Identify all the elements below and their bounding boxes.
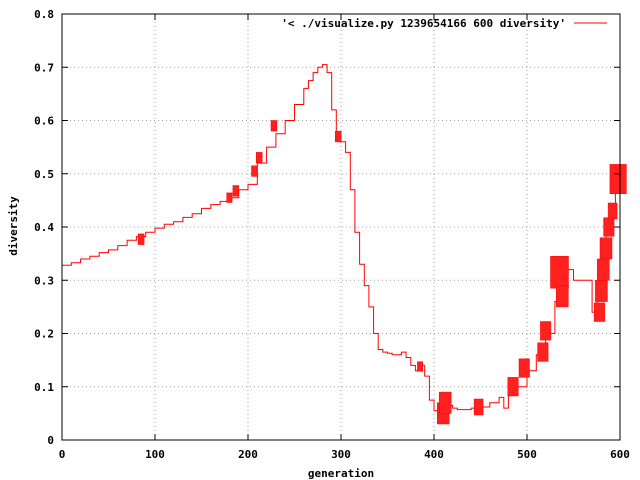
- variance-block: [609, 164, 627, 194]
- tick-marks: [61, 13, 621, 441]
- variance-block: [137, 233, 145, 245]
- x-tick-label: 200: [238, 448, 258, 461]
- variance-block: [232, 185, 240, 197]
- variance-block: [255, 152, 263, 164]
- variance-block: [540, 321, 552, 341]
- variance-block: [599, 237, 613, 260]
- y-tick-labels: 0 0.1 0.2 0.3 0.4 0.5 0.6 0.7 0.8: [34, 8, 54, 447]
- y-tick-label: 0.6: [34, 115, 54, 128]
- variance-block: [518, 358, 530, 378]
- variance-block: [537, 342, 549, 362]
- x-tick-label: 600: [610, 448, 630, 461]
- y-tick-label: 0.7: [34, 61, 54, 74]
- x-tick-label: 100: [145, 448, 165, 461]
- y-tick-label: 0.8: [34, 8, 54, 21]
- y-tick-label: 0.3: [34, 274, 54, 287]
- variance-block: [507, 377, 519, 397]
- legend-entry-label: '< ./visualize.py 1239654166 600 diversi…: [281, 17, 566, 30]
- variance-block: [603, 217, 615, 237]
- variance-block: [595, 280, 608, 302]
- y-tick-label: 0.1: [34, 381, 54, 394]
- variance-block: [417, 361, 424, 372]
- x-axis-label: generation: [308, 467, 374, 480]
- x-tick-label: 400: [424, 448, 444, 461]
- variance-block: [270, 120, 278, 132]
- series-group: [62, 64, 627, 425]
- variance-block: [251, 165, 258, 177]
- y-tick-label: 0.2: [34, 328, 54, 341]
- y-tick-label: 0: [47, 434, 54, 447]
- variance-block: [473, 398, 484, 416]
- x-tick-label: 0: [59, 448, 66, 461]
- variance-block: [550, 256, 569, 289]
- x-tick-labels: 0 100 200 300 400 500 600: [59, 448, 630, 461]
- variance-block: [594, 302, 606, 322]
- y-tick-label: 0.4: [34, 221, 54, 234]
- variance-block: [226, 192, 233, 203]
- variance-block: [556, 285, 569, 308]
- variance-block: [438, 391, 452, 414]
- x-tick-label: 500: [517, 448, 537, 461]
- variance-block: [334, 130, 342, 143]
- y-axis-label: diversity: [7, 196, 20, 256]
- y-tick-label: 0.5: [34, 168, 54, 181]
- variance-block: [607, 202, 618, 220]
- variance-block: [597, 258, 610, 281]
- x-tick-label: 300: [331, 448, 351, 461]
- legend: '< ./visualize.py 1239654166 600 diversi…: [281, 17, 607, 30]
